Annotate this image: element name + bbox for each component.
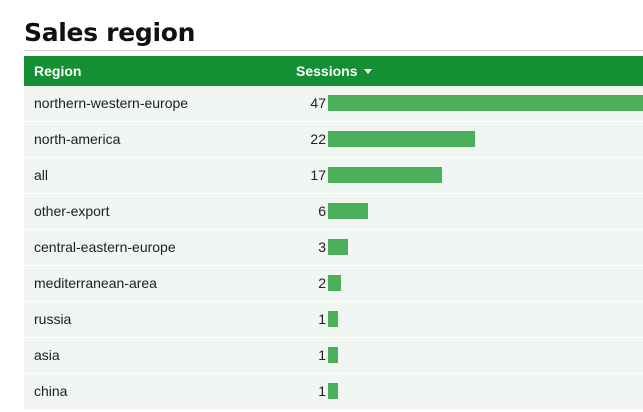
sales-region-table: Region Sessions northern-western-europe 4… [24, 56, 643, 410]
column-header-sessions[interactable]: Sessions [296, 63, 373, 79]
region-cell: other-export [34, 203, 110, 219]
region-cell: all [34, 167, 49, 183]
sessions-value: 1 [318, 311, 326, 327]
column-header-region[interactable]: Region [34, 63, 82, 79]
table-body: northern-western-europe 47 north-america 22… [24, 86, 643, 410]
region-cell: mediterranean-area [34, 275, 157, 291]
table-row[interactable]: russia 1 [24, 302, 643, 338]
sessions-value: 2 [318, 275, 326, 291]
title-divider [24, 50, 643, 51]
sessions-bar [328, 347, 338, 363]
sessions-bar [328, 203, 368, 219]
sessions-bar [328, 239, 348, 255]
column-header-sessions-label: Sessions [296, 63, 358, 79]
sessions-value: 17 [310, 167, 326, 183]
sessions-bar [328, 167, 442, 183]
chart-title: Sales region [24, 18, 196, 47]
sessions-bar [328, 383, 338, 399]
table-row[interactable]: other-export 6 [24, 194, 643, 230]
sessions-bar [328, 311, 338, 327]
table-row[interactable]: asia 1 [24, 338, 643, 374]
sessions-value: 1 [318, 383, 326, 399]
sessions-value: 3 [318, 239, 326, 255]
sessions-value: 47 [310, 95, 326, 111]
region-cell: asia [34, 347, 60, 363]
sort-descending-icon [364, 69, 373, 74]
region-cell: northern-western-europe [34, 95, 189, 111]
sessions-value: 6 [318, 203, 326, 219]
table-row[interactable]: all 17 [24, 158, 643, 194]
table-header: Region Sessions [24, 56, 643, 86]
sessions-bar [328, 95, 643, 111]
table-row[interactable]: mediterranean-area 2 [24, 266, 643, 302]
region-cell: north-america [34, 131, 121, 147]
sessions-bar [328, 131, 475, 147]
table-row[interactable]: northern-western-europe 47 [24, 86, 643, 122]
table-row[interactable]: central-eastern-europe 3 [24, 230, 643, 266]
sessions-bar [328, 275, 341, 291]
sessions-value: 1 [318, 347, 326, 363]
sessions-value: 22 [310, 131, 326, 147]
region-cell: central-eastern-europe [34, 239, 176, 255]
region-cell: china [34, 383, 68, 399]
table-row[interactable]: china 1 [24, 374, 643, 410]
table-row[interactable]: north-america 22 [24, 122, 643, 158]
region-cell: russia [34, 311, 72, 327]
